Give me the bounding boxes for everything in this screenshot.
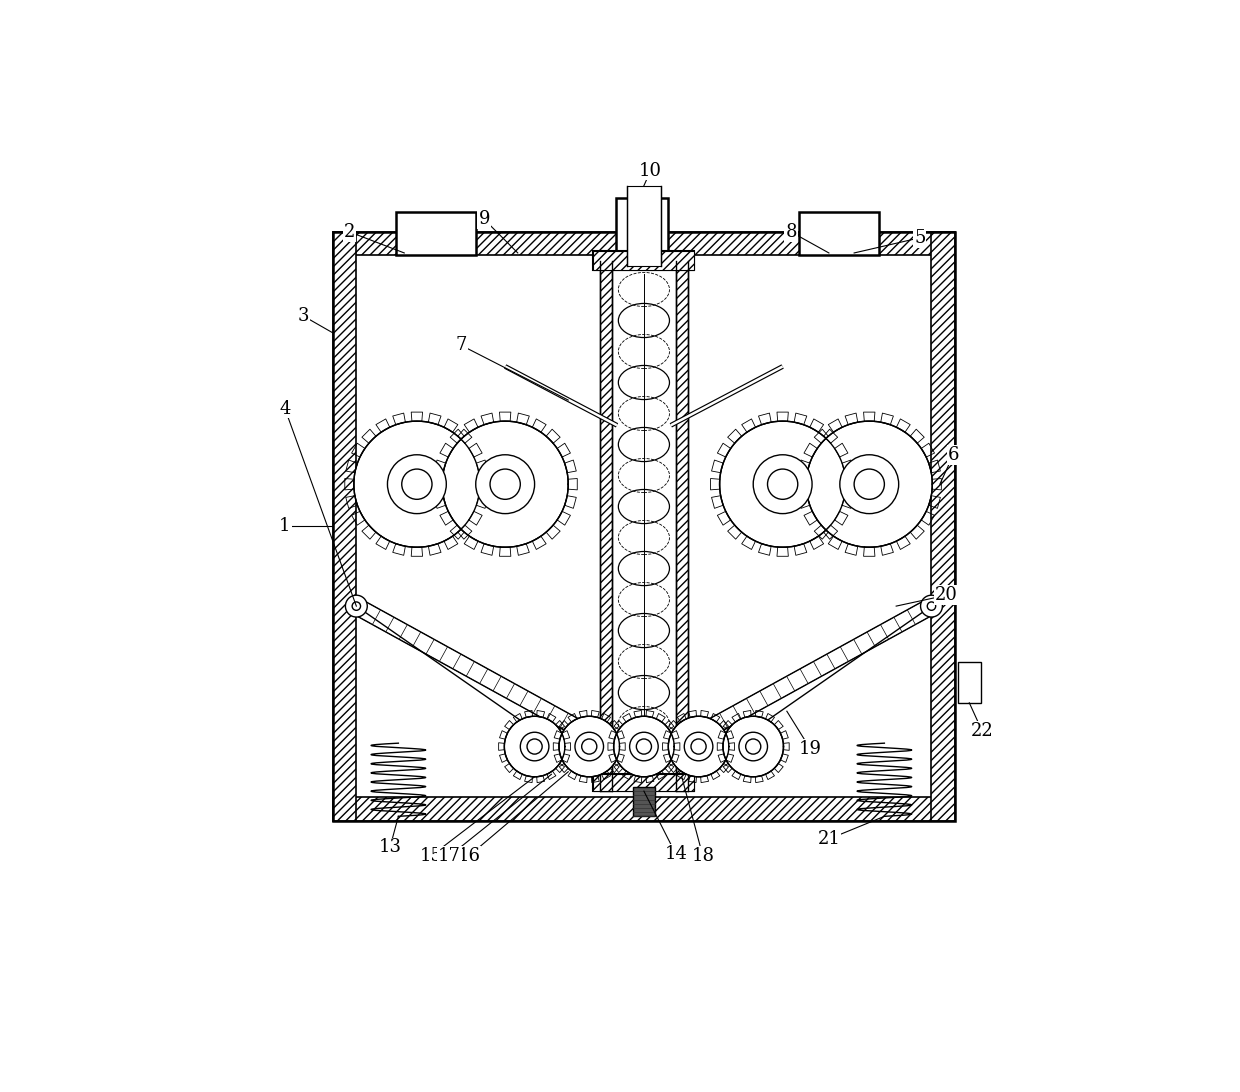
Bar [332, 232, 955, 820]
Bar [594, 774, 694, 791]
Bar [600, 261, 613, 791]
Bar [356, 256, 931, 797]
Text: 22: 22 [971, 722, 993, 739]
Circle shape [352, 602, 361, 610]
Circle shape [684, 733, 713, 761]
Circle shape [575, 733, 604, 761]
Circle shape [739, 733, 768, 761]
Circle shape [402, 470, 432, 499]
Polygon shape [686, 598, 935, 746]
Text: 1: 1 [279, 518, 290, 535]
Text: 18: 18 [691, 846, 714, 865]
Bar [800, 212, 879, 256]
Text: 5: 5 [914, 229, 925, 247]
Circle shape [723, 716, 784, 776]
Text: 21: 21 [817, 830, 841, 848]
Text: 7: 7 [456, 336, 467, 355]
Text: 15: 15 [419, 846, 443, 865]
Text: 10: 10 [639, 162, 662, 179]
Circle shape [768, 470, 797, 499]
Bar [627, 186, 661, 265]
Bar [594, 251, 694, 270]
Circle shape [476, 454, 534, 513]
Bar [676, 261, 688, 791]
Text: 13: 13 [378, 839, 402, 856]
Circle shape [839, 454, 899, 513]
Circle shape [636, 739, 651, 755]
Text: 19: 19 [799, 740, 822, 758]
Bar [594, 774, 694, 791]
Text: 3: 3 [298, 307, 309, 325]
Circle shape [668, 716, 729, 776]
Text: 14: 14 [665, 845, 687, 863]
Circle shape [719, 422, 846, 547]
Circle shape [928, 602, 936, 610]
Text: 2: 2 [343, 223, 356, 241]
Bar [931, 232, 955, 820]
Text: 17: 17 [438, 846, 461, 865]
Text: 16: 16 [458, 846, 481, 865]
Circle shape [753, 454, 812, 513]
Circle shape [745, 739, 761, 755]
Bar [957, 663, 981, 703]
Bar [332, 232, 356, 820]
Bar [332, 232, 955, 256]
Circle shape [582, 739, 596, 755]
Circle shape [353, 422, 480, 547]
Bar [632, 787, 655, 817]
Circle shape [443, 422, 568, 547]
Circle shape [614, 716, 675, 776]
Circle shape [505, 716, 565, 776]
Circle shape [806, 422, 932, 547]
Circle shape [490, 470, 521, 499]
Circle shape [521, 733, 549, 761]
Circle shape [527, 739, 542, 755]
Circle shape [630, 733, 658, 761]
Circle shape [691, 739, 706, 755]
Text: 9: 9 [479, 211, 490, 228]
Text: 8: 8 [785, 223, 797, 241]
Circle shape [920, 595, 942, 617]
Bar [332, 797, 955, 820]
Circle shape [387, 454, 446, 513]
Bar [594, 251, 694, 270]
Bar [616, 199, 668, 256]
Circle shape [346, 595, 367, 617]
Text: 20: 20 [935, 586, 959, 604]
Bar [396, 212, 476, 256]
Circle shape [854, 470, 884, 499]
Text: 4: 4 [279, 400, 290, 417]
Polygon shape [352, 598, 601, 746]
Text: 6: 6 [947, 446, 959, 464]
Circle shape [559, 716, 620, 776]
